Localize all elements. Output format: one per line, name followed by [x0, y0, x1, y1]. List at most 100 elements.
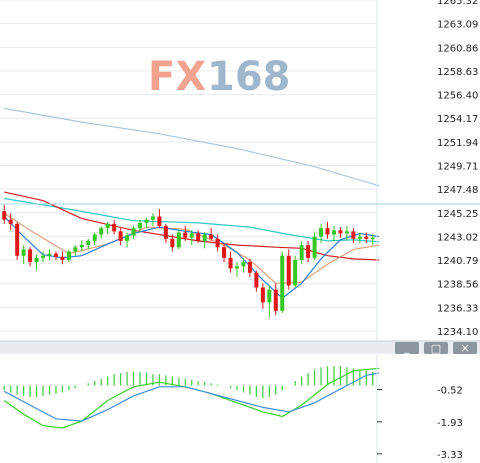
candle — [215, 234, 220, 252]
price-tick-label: 1238.56 — [437, 280, 478, 291]
candle-body — [306, 245, 311, 258]
candle — [15, 221, 20, 260]
candlestick-series — [2, 204, 375, 318]
candle — [163, 223, 168, 244]
candle-body — [312, 236, 317, 258]
candle — [357, 232, 362, 244]
oscillator-axis: -0.52 -1.93 -3.33 — [377, 386, 463, 461]
candle-body — [150, 216, 155, 220]
close-icon: × — [460, 341, 470, 355]
candle — [47, 249, 52, 260]
candle — [202, 232, 207, 249]
candle-body — [131, 228, 136, 236]
candle-body — [202, 234, 207, 241]
price-tick-label: 1260.86 — [437, 43, 478, 54]
price-tick-label: 1265.32 — [437, 0, 478, 7]
oscillator-histogram — [3, 366, 374, 399]
candle — [189, 230, 194, 246]
candle-body — [112, 223, 117, 232]
price-tick-label: 1249.71 — [437, 162, 478, 173]
candle — [364, 232, 369, 244]
candle — [286, 249, 291, 290]
moving-average-lines — [3, 107, 380, 299]
candle — [138, 219, 143, 233]
candle-body — [176, 232, 181, 248]
candle — [28, 247, 33, 267]
candle-body — [21, 249, 26, 256]
candle — [344, 226, 349, 241]
candle-body — [60, 256, 65, 260]
candle-body — [254, 272, 259, 288]
candle — [241, 257, 246, 273]
close-button[interactable]: × — [453, 341, 477, 355]
osc-tick-label: -1.93 — [437, 418, 463, 429]
candle-body — [118, 231, 123, 241]
candle-body — [370, 237, 375, 240]
candle — [41, 251, 46, 263]
candle-body — [325, 228, 330, 235]
price-tick-label: 1258.63 — [437, 67, 478, 78]
moving-average-ma_long — [4, 107, 380, 187]
candle — [150, 213, 155, 227]
candle-body — [125, 235, 130, 241]
candle — [92, 232, 97, 246]
candle — [234, 262, 239, 277]
watermark-fx: FX — [148, 54, 206, 100]
candle — [370, 234, 375, 246]
candle — [273, 283, 278, 316]
maximize-button-bg[interactable] — [424, 342, 448, 354]
candle — [299, 240, 304, 265]
candle — [66, 249, 71, 263]
minimize-button[interactable]: _ — [395, 341, 419, 354]
candle-body — [189, 233, 194, 238]
moving-average-ma_cyan — [4, 197, 380, 243]
price-gridlines — [0, 0, 377, 332]
candle — [144, 217, 149, 229]
candle-body — [8, 219, 13, 224]
candle-body — [183, 232, 188, 238]
candle-body — [34, 257, 39, 263]
close-button-bg[interactable] — [453, 342, 477, 354]
candle — [247, 258, 252, 277]
candle-body — [338, 230, 343, 234]
candle-body — [99, 228, 104, 235]
price-tick-label: 1251.94 — [437, 138, 478, 149]
candle — [157, 209, 162, 229]
maximize-button[interactable]: □ — [424, 342, 448, 355]
candle — [254, 270, 259, 292]
candle-body — [241, 262, 246, 267]
candle-body — [299, 245, 304, 260]
candle — [60, 251, 65, 265]
candle-body — [319, 228, 324, 237]
candle — [351, 228, 356, 244]
price-tick-label: 1254.17 — [437, 114, 478, 125]
candle-body — [215, 238, 220, 248]
candle-body — [293, 259, 298, 286]
candle — [8, 213, 13, 231]
candle-body — [28, 249, 33, 263]
candle-body — [2, 211, 7, 220]
panel-divider-bar — [0, 341, 480, 354]
minimize-button-bg[interactable] — [395, 342, 419, 354]
candle — [79, 240, 84, 252]
candle-body — [364, 236, 369, 239]
moving-average-ma_red — [4, 191, 380, 261]
candle — [170, 234, 175, 252]
minimize-icon: _ — [403, 341, 410, 354]
candle-body — [15, 223, 20, 256]
oscillator-line-osc_blue — [3, 372, 380, 422]
candle-body — [79, 245, 84, 248]
candle-body — [144, 219, 149, 223]
candle-body — [138, 222, 143, 229]
candle-body — [247, 262, 252, 273]
candle — [105, 221, 110, 235]
osc-tick-label: -0.52 — [437, 386, 463, 397]
candle-body — [157, 216, 162, 227]
candle-body — [41, 255, 46, 258]
candle — [331, 226, 336, 241]
price-tick-label: 1236.33 — [437, 303, 478, 314]
price-tick-label: 1256.40 — [437, 91, 478, 102]
candle — [183, 226, 188, 241]
candle — [293, 255, 298, 288]
